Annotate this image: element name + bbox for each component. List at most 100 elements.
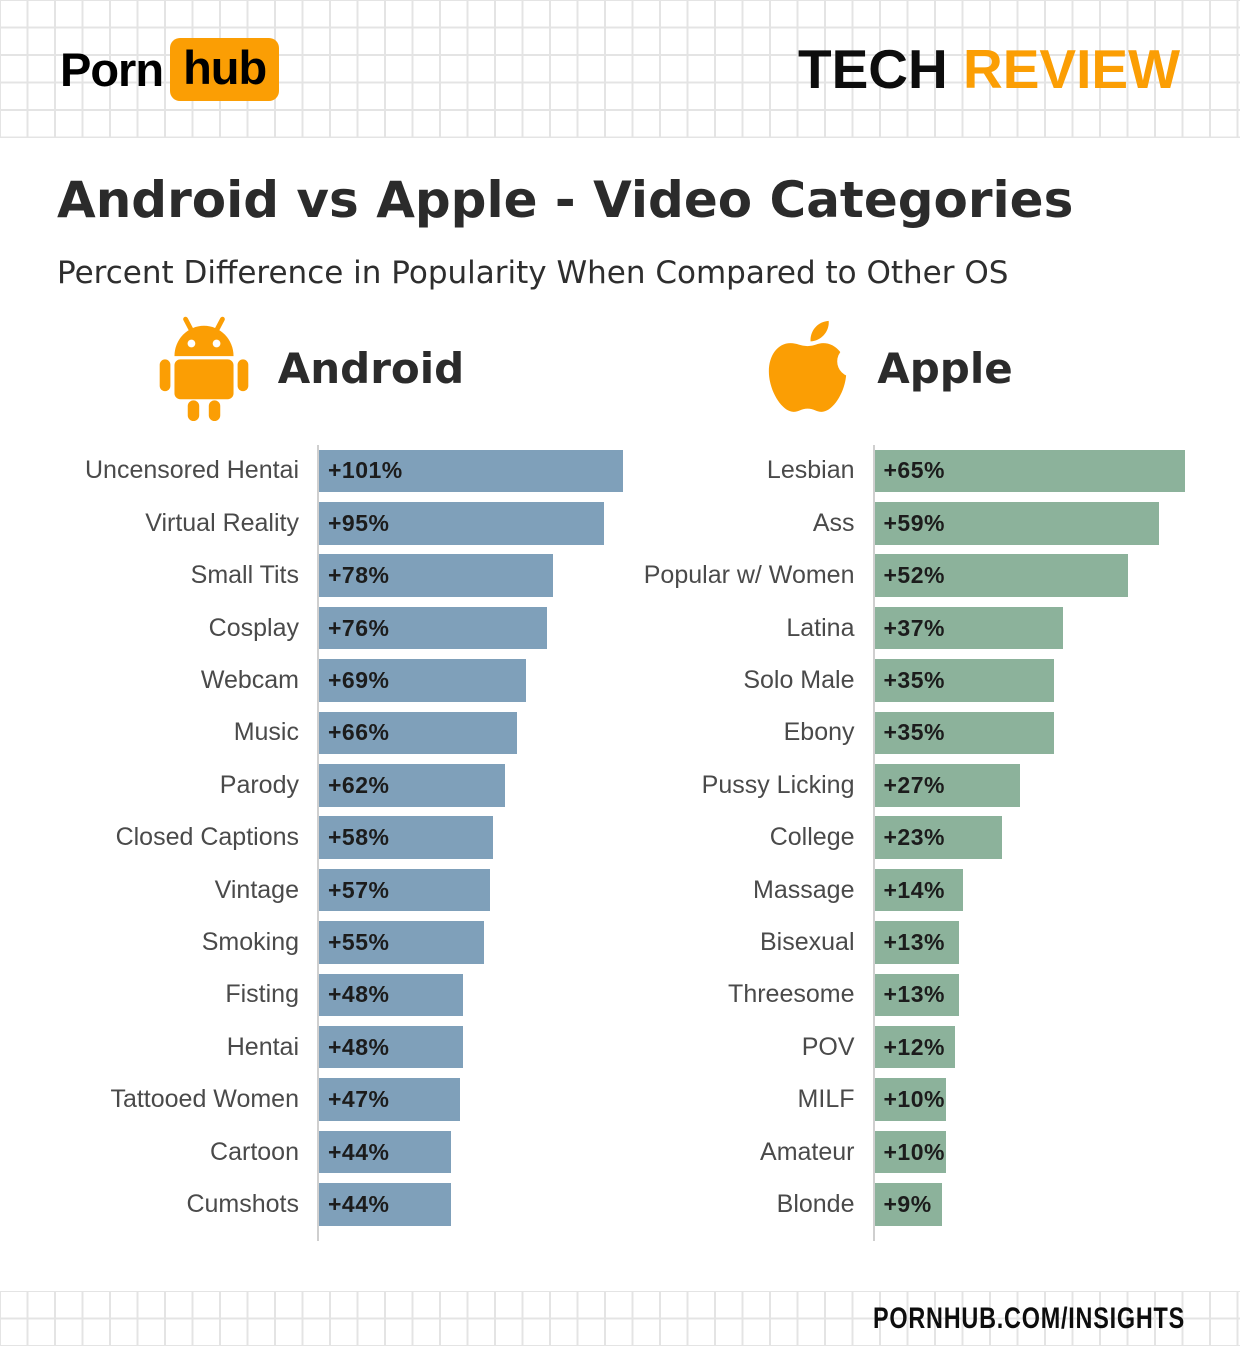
bar-area: +62% [317,759,623,812]
bar-row: POV +12% [623,1021,1189,1074]
bar-value: +101% [328,457,403,484]
bar-row: Uncensored Hentai +101% [57,444,623,498]
bar: +48% [319,1025,464,1069]
bar-row: Smoking +55% [57,916,623,969]
bar-value: +27% [883,771,945,798]
os-section-headers: Android Apple [0,315,1240,423]
bar-row: Cartoon +44% [57,1125,623,1179]
bar-value: +62% [328,771,390,798]
bar-value: +13% [883,981,945,1008]
bar-row: Small Tits +78% [57,549,623,602]
category-label: Massage [753,875,855,904]
bar-value: +47% [328,1086,390,1113]
bar: +52% [874,554,1129,597]
bar-value: +59% [883,509,945,536]
footer-band: PORNHUB.COM/INSIGHTS [0,1291,1240,1346]
bar-area: +35% [872,654,1189,707]
bar: +62% [319,764,506,807]
category-label: Blonde [776,1189,855,1218]
category-label: Cosplay [208,613,299,642]
category-label: Closed Captions [115,823,299,852]
tech-review-tech: TECH [798,38,964,100]
bar-area: +48% [317,1021,623,1074]
bar-value: +57% [328,876,390,903]
bar-value: +12% [883,1033,945,1060]
bar-row: Webcam +69% [57,654,623,707]
bar-value: +10% [883,1086,945,1113]
apple-section-header: Apple [578,315,1198,423]
charts-container: Uncensored Hentai +101% Virtual Reality +9… [0,444,1240,1241]
bar-value: +95% [328,509,390,536]
category-label: Music [233,718,299,747]
category-label: Parody [219,770,299,799]
bar-area: +48% [317,968,623,1022]
bar-row: Vintage +57% [57,863,623,917]
bar-value: +35% [883,719,945,746]
bar-value: +35% [883,667,945,693]
bar: +59% [874,502,1159,545]
category-label: Lesbian [766,456,855,485]
android-chart: Uncensored Hentai +101% Virtual Reality +9… [57,444,623,1241]
bar-row: Ebony +35% [623,706,1189,760]
bar-area: +55% [317,916,623,969]
bar-value: +78% [328,562,390,589]
bar: +55% [319,921,485,964]
bar-row: Ass +59% [623,497,1189,550]
bar: +14% [874,868,964,912]
category-label: Ebony [783,718,855,747]
bar-row: Parody +62% [57,759,623,812]
bar-row: Amateur +10% [623,1125,1189,1179]
bar-row: Hentai +48% [57,1021,623,1074]
bar-value: +66% [328,719,390,746]
apple-section-title: Apple [877,344,1013,394]
bar-value: +10% [883,1138,945,1165]
page-title: Android vs Apple - Video Categories [57,171,1074,229]
bar-row: Cumshots +44% [57,1178,623,1231]
bar-row: Virtual Reality +95% [57,497,623,550]
bar-value: +44% [328,1190,390,1217]
bar: +10% [874,1078,946,1121]
category-label: College [769,823,855,852]
category-label: Uncensored Hentai [84,456,299,485]
bar: +47% [319,1078,461,1121]
bar-row: Tattooed Women +47% [57,1073,623,1126]
category-label: Solo Male [743,666,855,694]
bar: +37% [874,606,1064,650]
bar-row: Fisting +48% [57,968,623,1022]
bar: +65% [874,449,1185,493]
bar-row: Cosplay +76% [57,601,623,655]
bar-row: Massage +14% [623,863,1189,917]
bar-area: +69% [317,654,623,707]
bar-area: +13% [872,968,1189,1022]
bar: +44% [319,1130,452,1174]
bar-area: +101% [317,444,623,498]
bar-area: +9% [872,1178,1189,1231]
bar: +57% [319,868,491,912]
bar-area: +23% [872,811,1189,864]
bar-area: +59% [872,497,1189,550]
category-label: Popular w/ Women [643,561,855,590]
bar-area: +35% [872,706,1189,760]
pornhub-logo-porn: Porn [60,42,164,96]
bar-row: Music +66% [57,706,623,760]
category-label: Cumshots [186,1189,299,1218]
android-section-title: Android [277,344,465,394]
bar: +35% [874,659,1055,702]
pornhub-logo-hub: hub [170,37,280,101]
bar: +76% [319,606,548,650]
bar-area: +76% [317,601,623,655]
bar-value: +69% [328,667,390,693]
pornhub-logo: Porn hub [60,37,280,101]
bar-row: Pussy Licking +27% [623,759,1189,812]
bar: +23% [874,816,1003,859]
bar-area: +37% [872,601,1189,655]
bar-area: +57% [317,863,623,917]
bar: +44% [319,1183,452,1226]
bar-area: +58% [317,811,623,864]
bar: +13% [874,921,959,964]
bar-row: Lesbian +65% [623,444,1189,498]
tech-review-review: REVIEW [963,38,1180,100]
bar: +78% [319,554,554,597]
bar-area: +78% [317,549,623,602]
category-label: Fisting [225,980,299,1009]
